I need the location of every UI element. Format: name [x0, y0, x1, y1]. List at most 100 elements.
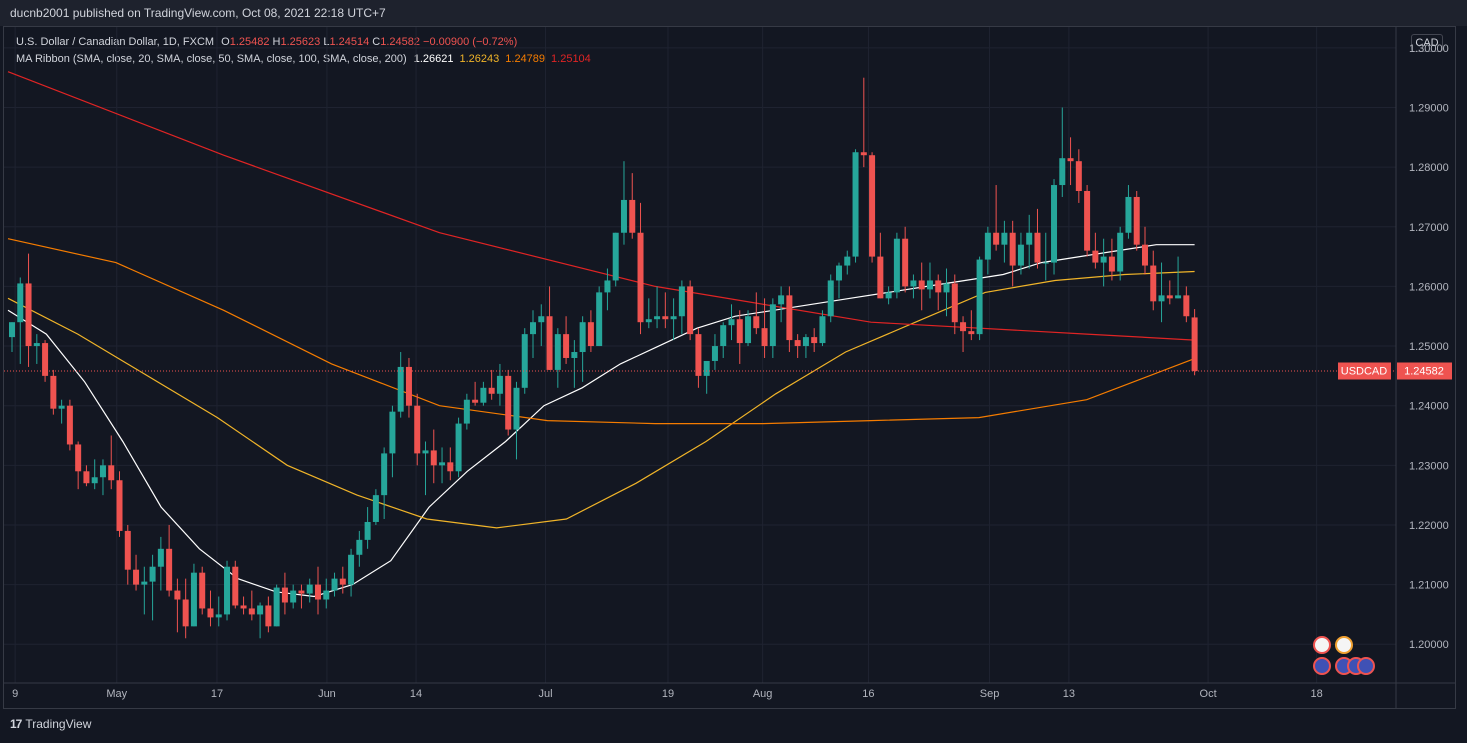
- symbol-tag-bg: [1338, 362, 1391, 380]
- candle-body: [687, 286, 694, 335]
- candle-body: [695, 334, 702, 376]
- us-flag-icon[interactable]: [1357, 657, 1375, 675]
- candle-body: [281, 587, 288, 603]
- candle-body: [17, 283, 24, 323]
- candle-body: [1150, 265, 1157, 302]
- candle-body: [1141, 244, 1148, 266]
- candle-body: [926, 280, 933, 290]
- candle-body: [918, 280, 925, 290]
- candle-body: [951, 283, 958, 323]
- chart-grid: [4, 27, 1396, 683]
- candle-body: [530, 322, 537, 335]
- canada-flag-icon[interactable]: [1313, 636, 1331, 654]
- ma-line-sma-50: [7, 270, 1195, 529]
- candle-body: [893, 238, 900, 293]
- candle-body: [662, 316, 669, 320]
- time-tick-label: Jul: [538, 688, 552, 700]
- candle-body: [116, 480, 123, 531]
- candle-body: [943, 283, 950, 293]
- candle-body: [836, 265, 842, 281]
- candle-body: [554, 334, 561, 370]
- publish-header: ducnb2001 published on TradingView.com, …: [0, 0, 1467, 26]
- candle-body: [257, 605, 264, 615]
- candle-body: [902, 238, 909, 287]
- publish-info: ducnb2001 published on TradingView.com, …: [10, 6, 386, 20]
- time-tick-label: 14: [410, 688, 422, 700]
- candle-body: [99, 465, 106, 478]
- candle-body: [745, 316, 752, 344]
- candle-body: [1158, 295, 1165, 302]
- candle-body: [1100, 256, 1107, 263]
- candle-body: [960, 322, 967, 332]
- candle-body: [993, 232, 1000, 245]
- high-value: 1.25623: [280, 36, 321, 48]
- symbol-title: U.S. Dollar / Canadian Dollar, 1D, FXCM: [16, 36, 215, 48]
- candle-body: [133, 569, 140, 585]
- time-tick-label: May: [106, 688, 127, 700]
- ma20-value: 1.26621: [413, 53, 454, 65]
- high-label: H: [272, 36, 281, 48]
- canada-flag-icon[interactable]: [1335, 636, 1353, 654]
- price-tick-label: 1.28000: [1409, 162, 1449, 174]
- time-tick-label: 19: [662, 688, 674, 700]
- time-tick-label: 9: [12, 688, 18, 700]
- price-tick-label: 1.25000: [1409, 341, 1449, 353]
- tradingview-logo[interactable]: 17 TradingView: [10, 717, 91, 731]
- ma-ribbon-label: MA Ribbon (SMA, close, 20, SMA, close, 5…: [16, 53, 407, 65]
- candle-body: [331, 578, 338, 591]
- symbol-tag: USDCAD: [1341, 366, 1388, 378]
- candle-body: [794, 340, 801, 347]
- ma200-value: 1.25104: [551, 53, 591, 65]
- time-tick-label: Oct: [1200, 688, 1217, 700]
- price-tick-label: 1.23000: [1409, 460, 1449, 472]
- candle-body: [819, 316, 826, 344]
- candle-body: [389, 411, 396, 454]
- candlesticks: [9, 77, 1198, 639]
- candle-body: [521, 334, 528, 388]
- candle-body: [91, 477, 98, 484]
- candle-body: [596, 292, 603, 347]
- time-tick-label: Aug: [753, 688, 773, 700]
- candle-body: [1075, 161, 1082, 191]
- candle-body: [811, 337, 818, 344]
- currency-badge[interactable]: CAD: [1411, 34, 1443, 52]
- candle-body: [1042, 262, 1049, 264]
- candle-body: [298, 590, 305, 594]
- candle-body: [728, 319, 735, 326]
- candle-body: [50, 375, 57, 409]
- candle-body: [149, 566, 156, 582]
- candle-body: [1051, 185, 1058, 263]
- candle-body: [976, 259, 983, 335]
- tradingview-brand: TradingView: [25, 717, 92, 731]
- candle-body: [1009, 232, 1016, 266]
- candle-body: [670, 316, 677, 320]
- candle-body: [422, 450, 429, 454]
- candle-body: [720, 325, 727, 347]
- candle-body: [1059, 158, 1066, 186]
- candle-body: [984, 232, 991, 260]
- candle-body: [75, 444, 82, 472]
- us-flag-icon[interactable]: [1313, 657, 1331, 675]
- ma100-value: 1.24789: [505, 53, 546, 65]
- candle-body: [513, 387, 520, 430]
- candle-body: [1117, 232, 1124, 272]
- candle-body: [224, 566, 231, 615]
- time-tick-label: 18: [1311, 688, 1323, 700]
- candle-body: [381, 453, 388, 496]
- candle-body: [108, 465, 115, 481]
- candle-body: [25, 283, 32, 347]
- candle-body: [761, 328, 768, 347]
- candle-body: [844, 256, 851, 266]
- candle-body: [397, 366, 404, 412]
- candle-body: [869, 155, 876, 257]
- candle-body: [637, 232, 644, 323]
- candle-body: [1108, 256, 1115, 272]
- candle-body: [174, 590, 181, 600]
- candle-body: [885, 292, 892, 299]
- open-label: O: [221, 36, 230, 48]
- chart-frame: [3, 26, 1456, 709]
- candle-body: [645, 319, 652, 323]
- price-tag-bg: [1397, 362, 1452, 380]
- candle-body: [273, 587, 280, 627]
